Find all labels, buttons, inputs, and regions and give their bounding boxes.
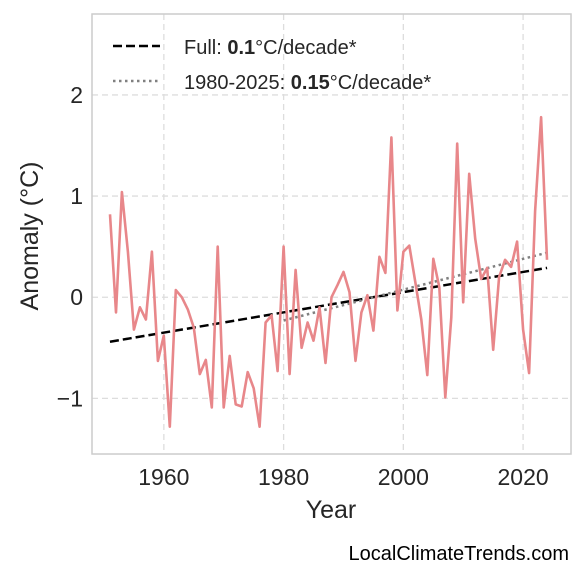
legend-full-unit: °C/decade* bbox=[255, 37, 357, 59]
legend-entry-full: Full: 0.1°C/decade* bbox=[184, 37, 357, 59]
grid bbox=[92, 14, 571, 454]
y-tick-label: 0 bbox=[70, 284, 83, 310]
x-tick-label: 2020 bbox=[498, 464, 549, 490]
y-tick-label: 1 bbox=[70, 183, 83, 209]
anomaly-line bbox=[108, 115, 549, 429]
legend-full-prefix: Full: bbox=[184, 37, 227, 59]
legend-recent-unit: °C/decade* bbox=[330, 72, 432, 94]
y-axis-ticks: −1 0 1 2 bbox=[57, 82, 83, 411]
y-tick-label: 2 bbox=[70, 82, 83, 108]
anomaly-series bbox=[108, 115, 549, 429]
legend: Full: 0.1°C/decade* 1980-2025: 0.15°C/de… bbox=[113, 37, 431, 94]
y-axis-label: Anomaly (°C) bbox=[16, 162, 44, 311]
x-axis-ticks: 1960 1980 2000 2020 bbox=[138, 464, 548, 490]
x-tick-label: 2000 bbox=[378, 464, 429, 490]
trend-line-full bbox=[109, 266, 548, 343]
x-axis-label: Year bbox=[306, 496, 357, 524]
trend-lines bbox=[109, 251, 548, 343]
y-tick-label: −1 bbox=[57, 385, 83, 411]
legend-entry-recent: 1980-2025: 0.15°C/decade* bbox=[184, 72, 431, 94]
legend-recent-rate: 0.15 bbox=[291, 72, 330, 94]
legend-recent-prefix: 1980-2025: bbox=[184, 72, 291, 94]
site-credit: LocalClimateTrends.com bbox=[349, 543, 569, 565]
plot-frame bbox=[91, 13, 572, 455]
x-tick-label: 1980 bbox=[258, 464, 309, 490]
legend-full-rate: 0.1 bbox=[227, 37, 255, 59]
x-tick-label: 1960 bbox=[138, 464, 189, 490]
